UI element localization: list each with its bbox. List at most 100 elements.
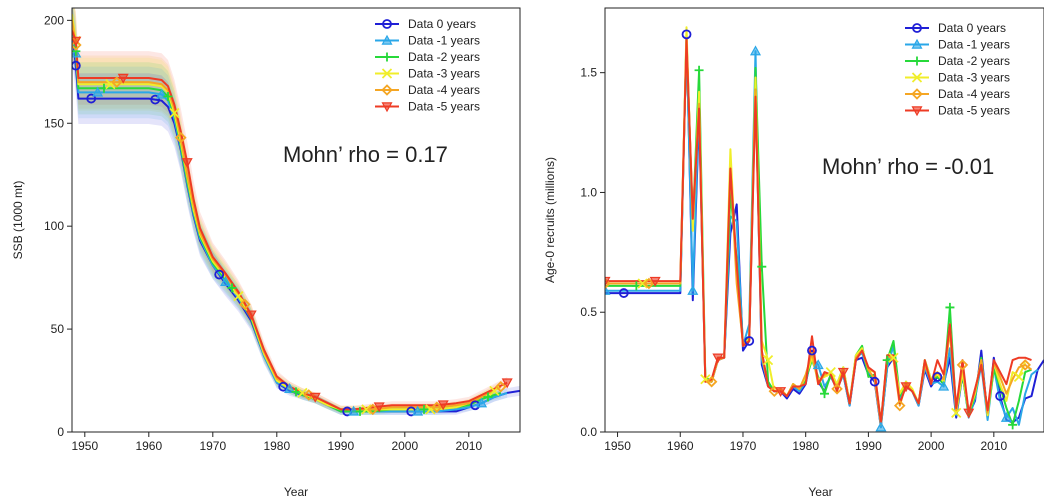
data-point-marker	[945, 302, 955, 312]
legend-label: Data -4 years	[938, 87, 1010, 101]
data-point-marker	[618, 288, 629, 298]
data-point-marker	[175, 131, 187, 144]
data-point-marker	[762, 354, 774, 366]
data-point-marker	[932, 372, 943, 382]
data-point-marker	[1019, 359, 1031, 371]
x-tick-label: 2010	[455, 439, 482, 453]
legend-label: Data -3 years	[938, 71, 1010, 85]
data-point-marker	[888, 352, 899, 363]
recruits-chart: 1950 1960 1970 1980 1990 2000 2010 0.0 0.5 1.0 1.5…	[543, 7, 1044, 499]
x-tick-label: 1980	[792, 439, 819, 453]
data-point-marker	[649, 276, 661, 287]
data-point-marker	[233, 291, 244, 302]
x-tick-label: 1990	[855, 439, 882, 453]
legend-label: Data 0 years	[938, 21, 1006, 35]
legend-label: Data -5 years	[938, 104, 1010, 118]
legend-label: Data -1 years	[408, 34, 480, 48]
legend-marker	[911, 38, 923, 49]
plot-area	[72, 8, 520, 417]
data-point-marker	[412, 405, 424, 416]
y-tick-label: 100	[44, 219, 64, 233]
mohn-rho-annotation: Mohn’ rho = 0.17	[283, 142, 448, 167]
data-point-marker	[483, 392, 493, 402]
mohn-rho-annotation: Mohn’ rho = -0.01	[822, 154, 994, 179]
y-axis-label: Age-0 recruits (millions)	[543, 157, 557, 283]
y-tick-label: 150	[44, 116, 64, 130]
data-point-marker	[220, 276, 232, 286]
legend-marker	[912, 56, 922, 66]
legend-label: Data -2 years	[938, 54, 1010, 68]
legend-marker	[911, 106, 923, 117]
data-point-marker	[825, 366, 836, 378]
data-point-marker	[605, 284, 611, 295]
data-point-marker	[419, 404, 429, 414]
data-point-marker	[637, 278, 648, 289]
data-point-marker	[875, 421, 887, 432]
data-point-marker	[869, 376, 880, 387]
y-tick-label: 0	[57, 425, 64, 439]
data-point-marker	[705, 375, 718, 388]
data-point-marker	[956, 359, 969, 371]
data-point-marker	[681, 29, 692, 40]
plot-frame	[71, 7, 521, 433]
data-point-marker	[309, 392, 321, 403]
data-point-marker	[744, 336, 755, 346]
data-point-marker	[92, 86, 104, 97]
data-point-marker	[995, 391, 1005, 401]
data-point-marker	[291, 387, 301, 397]
x-tick-label: 2010	[980, 439, 1007, 453]
data-point-marker	[72, 39, 82, 51]
data-point-marker	[278, 381, 289, 392]
data-point-marker	[1008, 420, 1018, 430]
data-point-marker	[605, 276, 611, 287]
legend-marker	[381, 68, 393, 79]
data-point-marker	[284, 383, 296, 393]
y-tick-label: 0.5	[580, 305, 597, 319]
data-point-marker	[111, 76, 123, 88]
x-axis-label: Year	[808, 485, 832, 499]
data-point-marker	[476, 397, 488, 408]
data-point-marker	[169, 107, 180, 119]
x-tick-label: 1960	[135, 439, 162, 453]
data-point-marker	[72, 36, 82, 47]
data-point-marker	[831, 383, 843, 395]
y-tick-label: 0.0	[580, 425, 597, 439]
data-point-marker	[812, 359, 824, 370]
x-tick-label: 1990	[327, 439, 354, 453]
x-tick-label: 1970	[730, 439, 757, 453]
data-point-marker	[775, 387, 787, 398]
legend-label: Data -2 years	[408, 50, 480, 64]
data-point-marker	[437, 400, 449, 411]
data-point-marker	[373, 402, 385, 413]
data-point-marker	[757, 262, 767, 272]
y-tick-label: 200	[44, 13, 64, 27]
data-point-marker	[837, 367, 849, 378]
legend-marker	[911, 88, 923, 100]
data-point-marker	[687, 284, 699, 295]
data-point-marker	[749, 45, 762, 56]
legend-label: Data -3 years	[408, 67, 480, 81]
legend-label: Data -1 years	[938, 38, 1010, 52]
data-point-marker	[361, 404, 372, 415]
legend-label: Data 0 years	[408, 17, 476, 31]
data-point-marker	[367, 403, 379, 416]
x-tick-label: 2000	[918, 439, 945, 453]
y-tick-label: 50	[51, 322, 65, 336]
x-tick-label: 1970	[199, 439, 226, 453]
legend-label: Data -4 years	[408, 83, 480, 97]
data-point-marker	[355, 406, 365, 416]
data-point-marker	[245, 310, 257, 321]
series-line	[605, 38, 1032, 424]
ssb-chart: 1950 1960 1970 1980 1990 2000 2010 0 50 100 150 200…	[11, 7, 521, 499]
data-point-marker	[1000, 411, 1012, 422]
data-point-marker	[181, 158, 193, 169]
data-point-marker	[938, 380, 950, 391]
legend-marker	[382, 19, 392, 29]
x-tick-label: 1980	[263, 439, 290, 453]
x-tick-label: 2000	[391, 439, 418, 453]
y-axis-label: SSB (1000 mt)	[11, 181, 25, 260]
data-point-marker	[163, 92, 173, 102]
data-point-marker	[431, 401, 443, 414]
data-point-marker	[495, 380, 507, 393]
